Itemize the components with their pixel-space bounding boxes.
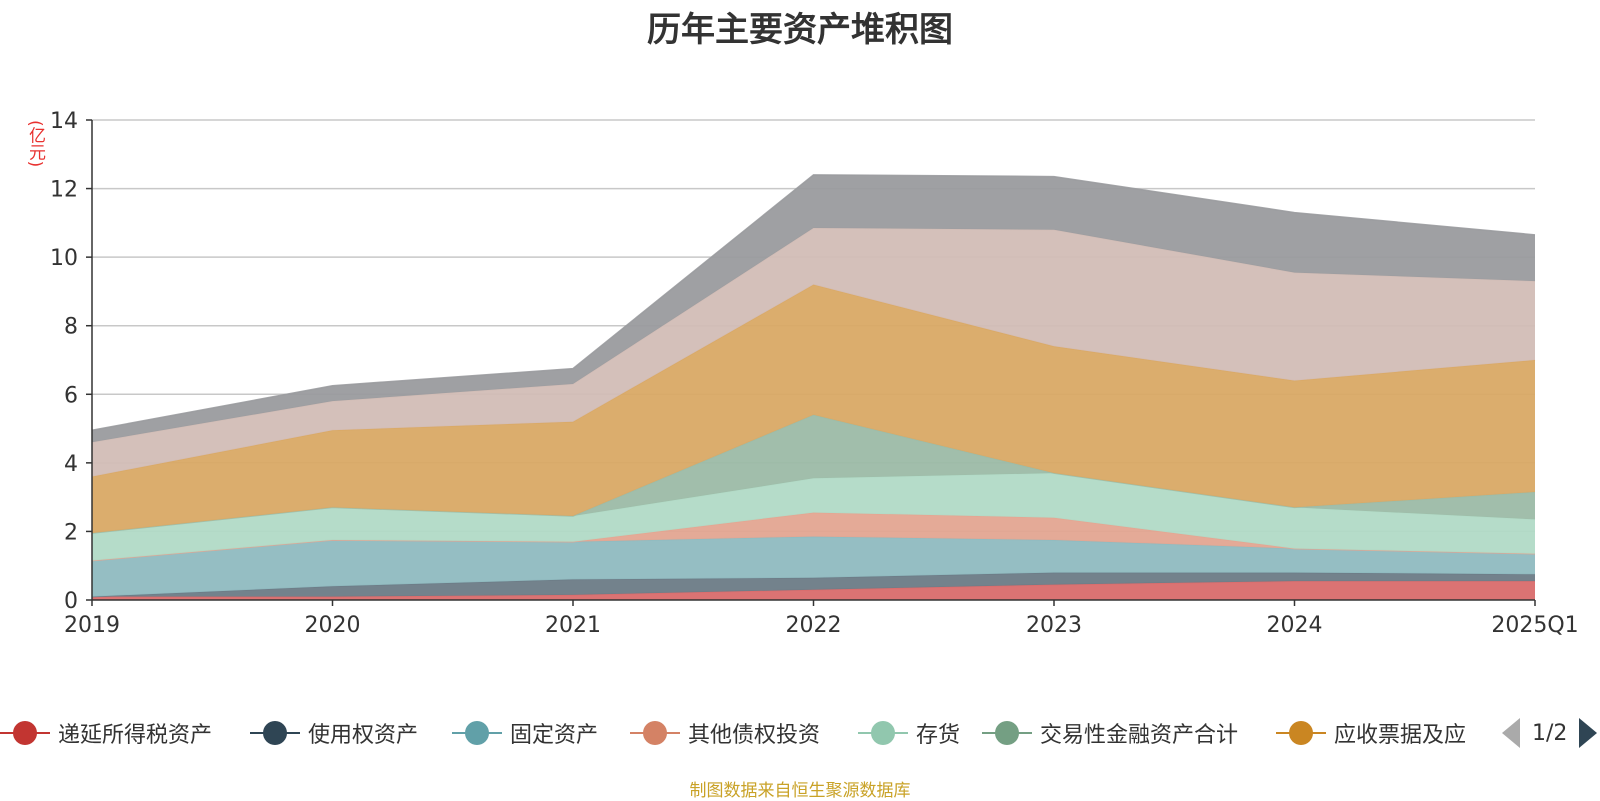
legend-dot-3 bbox=[465, 721, 489, 745]
legend-dot-2 bbox=[263, 721, 287, 745]
y-tick-label-10: 10 bbox=[50, 246, 78, 271]
chart-title: 历年主要资产堆积图 bbox=[647, 10, 953, 50]
y-tick-label-0: 0 bbox=[64, 589, 78, 614]
legend-item-6[interactable]: 交易性金融资产合计 bbox=[982, 716, 1238, 750]
x-tick-label-2020: 2020 bbox=[305, 613, 361, 638]
area-series-3 bbox=[92, 536, 1535, 597]
area-series-5 bbox=[92, 473, 1535, 561]
legend-dot-5 bbox=[871, 721, 895, 745]
legend-item-7[interactable]: 应收票据及应 bbox=[1276, 716, 1466, 750]
legend-label-1: 递延所得税资产 bbox=[58, 723, 213, 748]
area-series-7 bbox=[92, 284, 1535, 534]
legend-item-2[interactable]: 使用权资产 bbox=[250, 716, 418, 750]
y-tick-label-2: 2 bbox=[64, 520, 78, 545]
legend-marker-icon bbox=[982, 718, 1032, 748]
legend-page-indicator: 1/2 bbox=[1532, 720, 1568, 746]
legend-item-1[interactable]: 递延所得税资产 bbox=[0, 716, 212, 750]
x-tick-label-2024: 2024 bbox=[1267, 613, 1323, 638]
legend-next-arrow-icon[interactable] bbox=[1579, 718, 1598, 748]
legend-label-6: 交易性金融资产合计 bbox=[1040, 723, 1239, 748]
area-series-1 bbox=[92, 581, 1535, 600]
x-tick-label-2019: 2019 bbox=[64, 613, 120, 638]
legend-dot-7 bbox=[1289, 721, 1313, 745]
legend-label-7: 应收票据及应 bbox=[1334, 723, 1467, 748]
source-note: 制图数据来自恒生聚源数据库 bbox=[689, 781, 911, 801]
y-tick-label-4: 4 bbox=[64, 452, 78, 477]
area-series-6 bbox=[92, 414, 1535, 534]
legend-marker-icon bbox=[250, 718, 300, 748]
x-tick-label-2025Q1: 2025Q1 bbox=[1491, 613, 1578, 638]
x-tick-label-2021: 2021 bbox=[545, 613, 601, 638]
legend-marker-icon bbox=[630, 718, 680, 748]
series-line-9 bbox=[91, 174, 1536, 432]
legend-label-3: 固定资产 bbox=[510, 723, 599, 748]
y-tick-label-6: 6 bbox=[64, 383, 78, 408]
y-tick-label-8: 8 bbox=[64, 315, 78, 340]
legend-label-4: 其他债权投资 bbox=[688, 723, 821, 748]
legend-label-2: 使用权资产 bbox=[308, 723, 419, 748]
legend-label-5: 存货 bbox=[916, 723, 961, 748]
legend-dot-6 bbox=[995, 721, 1019, 745]
legend-dot-4 bbox=[643, 721, 667, 745]
area-series-8 bbox=[92, 228, 1535, 477]
legend-item-5[interactable]: 存货 bbox=[858, 716, 960, 750]
legend-dot-1 bbox=[13, 721, 37, 745]
x-tick-label-2023: 2023 bbox=[1026, 613, 1082, 638]
area-series-2 bbox=[92, 572, 1535, 597]
legend-item-3[interactable]: 固定资产 bbox=[452, 716, 598, 750]
x-tick-label-2022: 2022 bbox=[786, 613, 842, 638]
area-series-4 bbox=[92, 512, 1535, 561]
legend-marker-icon bbox=[452, 718, 502, 748]
legend: 递延所得税资产 使用权资产 固定资产 其他债权投资 存货 交易性金融资产合计 应… bbox=[0, 716, 1600, 750]
y-tick-label-12: 12 bbox=[50, 178, 78, 203]
legend-marker-icon bbox=[0, 718, 50, 748]
legend-marker-icon bbox=[858, 718, 908, 748]
legend-prev-arrow-icon[interactable] bbox=[1502, 718, 1520, 748]
legend-item-4[interactable]: 其他债权投资 bbox=[630, 716, 820, 750]
legend-marker-icon bbox=[1276, 718, 1326, 748]
legend-pager: 1/2 bbox=[1502, 716, 1598, 750]
y-axis-unit-label: (亿元) bbox=[25, 120, 45, 168]
y-tick-label-14: 14 bbox=[50, 109, 78, 134]
area-series-9 bbox=[92, 174, 1535, 443]
